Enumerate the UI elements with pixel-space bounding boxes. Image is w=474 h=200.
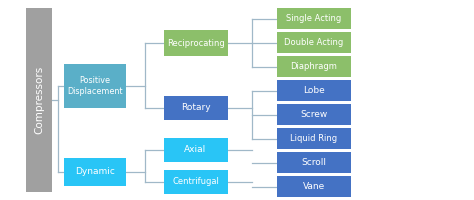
FancyBboxPatch shape	[277, 128, 351, 149]
FancyBboxPatch shape	[277, 32, 351, 53]
Text: Scroll: Scroll	[301, 158, 327, 167]
FancyBboxPatch shape	[164, 96, 228, 120]
Text: Diaphragm: Diaphragm	[291, 62, 337, 71]
FancyBboxPatch shape	[277, 152, 351, 173]
Text: Reciprocating: Reciprocating	[167, 39, 224, 48]
FancyBboxPatch shape	[277, 8, 351, 29]
Text: Compressors: Compressors	[34, 66, 44, 134]
FancyBboxPatch shape	[64, 64, 126, 108]
FancyBboxPatch shape	[277, 56, 351, 77]
FancyBboxPatch shape	[277, 80, 351, 101]
Text: Lobe: Lobe	[303, 86, 325, 95]
FancyBboxPatch shape	[64, 158, 126, 186]
Text: Screw: Screw	[301, 110, 328, 119]
Text: Dynamic: Dynamic	[75, 168, 115, 176]
Text: Liquid Ring: Liquid Ring	[291, 134, 337, 143]
FancyBboxPatch shape	[164, 170, 228, 194]
Text: Double Acting: Double Acting	[284, 38, 344, 47]
Text: Rotary: Rotary	[181, 104, 210, 112]
FancyBboxPatch shape	[277, 176, 351, 197]
FancyBboxPatch shape	[277, 104, 351, 125]
FancyBboxPatch shape	[26, 8, 52, 192]
Text: Vane: Vane	[303, 182, 325, 191]
Text: Axial: Axial	[184, 146, 207, 154]
FancyBboxPatch shape	[164, 138, 228, 162]
FancyBboxPatch shape	[164, 30, 228, 56]
Text: Positive
Displacement: Positive Displacement	[67, 76, 123, 96]
Text: Single Acting: Single Acting	[286, 14, 342, 23]
Text: Centrifugal: Centrifugal	[172, 178, 219, 186]
